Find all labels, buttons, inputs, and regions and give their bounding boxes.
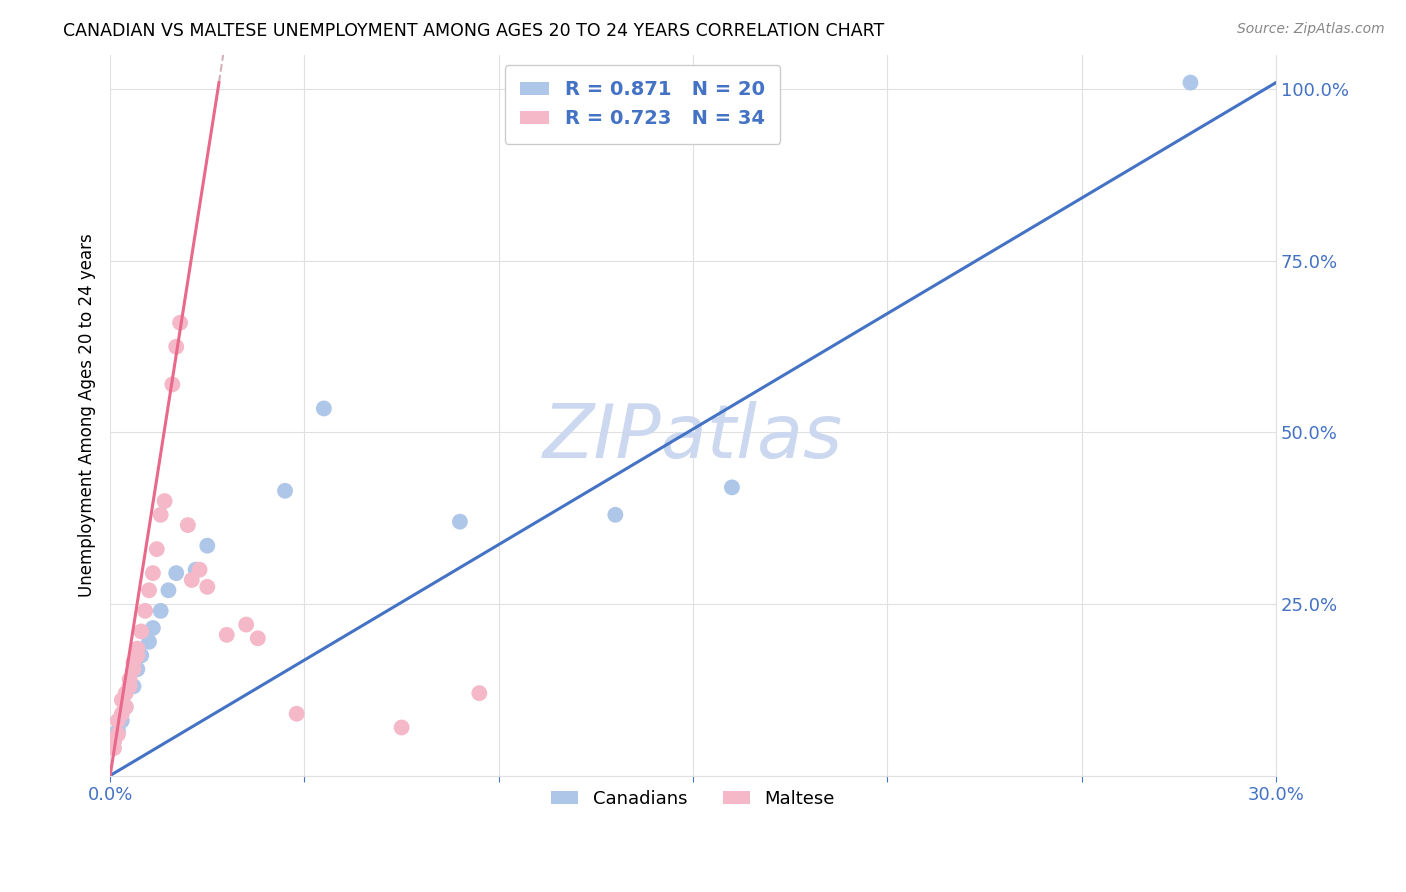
Point [169, 316, 191, 330]
Point [114, 686, 136, 700]
Point [215, 628, 238, 642]
Point [162, 377, 184, 392]
Point [114, 699, 136, 714]
Point [605, 508, 627, 522]
Text: CANADIAN VS MALTESE UNEMPLOYMENT AMONG AGES 20 TO 24 YEARS CORRELATION CHART: CANADIAN VS MALTESE UNEMPLOYMENT AMONG A… [63, 22, 884, 40]
Point [235, 617, 257, 632]
Point [184, 563, 207, 577]
Point [111, 693, 134, 707]
Point [107, 727, 129, 741]
Point [165, 340, 187, 354]
Point [103, 741, 125, 756]
Point [149, 508, 172, 522]
Point [312, 401, 335, 416]
Point [165, 566, 187, 581]
Point [118, 673, 141, 687]
Point [111, 714, 134, 728]
Point [127, 648, 149, 663]
Point [149, 604, 172, 618]
Legend: Canadians, Maltese: Canadians, Maltese [541, 780, 844, 817]
Point [188, 563, 211, 577]
Point [195, 539, 218, 553]
Point [180, 573, 202, 587]
Point [122, 655, 145, 669]
Point [114, 699, 136, 714]
Point [127, 662, 149, 676]
Point [274, 483, 297, 498]
Point [468, 686, 491, 700]
Y-axis label: Unemployment Among Ages 20 to 24 years: Unemployment Among Ages 20 to 24 years [79, 234, 96, 598]
Point [142, 621, 165, 635]
Point [122, 662, 145, 676]
Text: Source: ZipAtlas.com: Source: ZipAtlas.com [1237, 22, 1385, 37]
Point [118, 679, 141, 693]
Point [153, 494, 176, 508]
Point [146, 542, 169, 557]
Point [111, 706, 134, 721]
Text: ZIPatlas: ZIPatlas [543, 401, 844, 473]
Point [195, 580, 218, 594]
Point [1180, 76, 1202, 90]
Point [129, 624, 152, 639]
Point [127, 641, 149, 656]
Point [122, 679, 145, 693]
Point [285, 706, 308, 721]
Point [138, 634, 160, 648]
Point [391, 721, 413, 735]
Point [449, 515, 471, 529]
Point [134, 604, 156, 618]
Point [157, 583, 180, 598]
Point [246, 632, 269, 646]
Point [177, 518, 200, 533]
Point [103, 734, 125, 748]
Point [721, 480, 744, 494]
Point [138, 583, 160, 598]
Point [103, 734, 125, 748]
Point [107, 714, 129, 728]
Point [107, 723, 129, 738]
Point [129, 648, 152, 663]
Point [142, 566, 165, 581]
